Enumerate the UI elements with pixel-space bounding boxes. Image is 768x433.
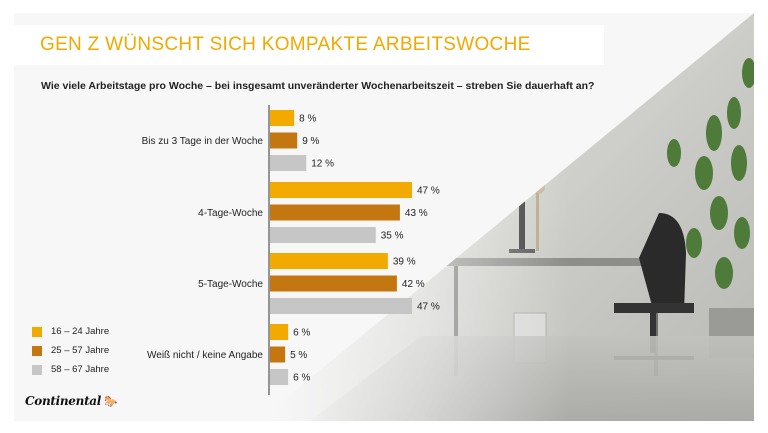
bar bbox=[270, 324, 289, 340]
bar bbox=[270, 204, 400, 221]
bar-value-label: 12 % bbox=[311, 159, 334, 170]
logo-wordmark: Continental bbox=[25, 394, 102, 408]
bar-value-label: 39 % bbox=[393, 257, 416, 268]
bar-value-label: 47 % bbox=[417, 186, 440, 197]
bar-value-label: 42 % bbox=[402, 279, 425, 290]
legend-item-25-57: 25 – 57 Jahre bbox=[32, 341, 109, 360]
page-title: GEN Z WÜNSCHT SICH KOMPAKTE ARBEITSWOCHE bbox=[40, 34, 531, 55]
category-label: Bis zu 3 Tage in der Woche bbox=[142, 136, 264, 147]
continental-logo: Continental 🐎 bbox=[25, 394, 118, 408]
bar bbox=[270, 369, 289, 385]
bar-value-label: 47 % bbox=[417, 302, 440, 313]
bar-value-label: 43 % bbox=[405, 208, 428, 219]
bar bbox=[270, 298, 412, 314]
horse-icon: 🐎 bbox=[104, 395, 118, 408]
legend-item-58-67: 58 – 67 Jahre bbox=[32, 360, 109, 379]
bar bbox=[270, 110, 295, 126]
infographic-slide: GEN Z WÜNSCHT SICH KOMPAKTE ARBEITSWOCHE… bbox=[14, 13, 754, 421]
bar-value-label: 5 % bbox=[290, 350, 307, 361]
legend-label: 16 – 24 Jahre bbox=[51, 326, 110, 337]
category-label: 4-Tage-Woche bbox=[198, 208, 263, 219]
legend-label: 25 – 57 Jahre bbox=[51, 345, 110, 356]
bar-value-label: 9 % bbox=[302, 136, 319, 147]
title-banner: GEN Z WÜNSCHT SICH KOMPAKTE ARBEITSWOCHE bbox=[14, 25, 604, 65]
chart-legend: 16 – 24 Jahre 25 – 57 Jahre 58 – 67 Jahr… bbox=[32, 322, 109, 379]
legend-swatch bbox=[32, 364, 42, 375]
legend-swatch bbox=[32, 345, 42, 356]
survey-question: Wie viele Arbeitstage pro Woche – bei in… bbox=[41, 80, 595, 92]
bar-value-label: 6 % bbox=[293, 328, 310, 339]
bar bbox=[270, 182, 412, 198]
legend-label: 58 – 67 Jahre bbox=[51, 364, 110, 375]
category-label: 5-Tage-Woche bbox=[198, 279, 263, 290]
bar-value-label: 8 % bbox=[299, 114, 316, 125]
bar bbox=[270, 132, 298, 149]
bar bbox=[270, 346, 286, 363]
legend-swatch bbox=[32, 326, 42, 337]
bar bbox=[270, 227, 376, 243]
legend-item-16-24: 16 – 24 Jahre bbox=[32, 322, 109, 341]
bar-chart: Bis zu 3 Tage in der Woche 8 % 9 % 12 % 4-Ta… bbox=[142, 105, 440, 395]
bar-value-label: 35 % bbox=[381, 231, 404, 242]
bar bbox=[270, 155, 307, 171]
bar-value-label: 6 % bbox=[293, 373, 310, 384]
bar bbox=[270, 275, 397, 292]
bar bbox=[270, 253, 388, 269]
category-label: Weiß nicht / keine Angabe bbox=[147, 350, 263, 361]
